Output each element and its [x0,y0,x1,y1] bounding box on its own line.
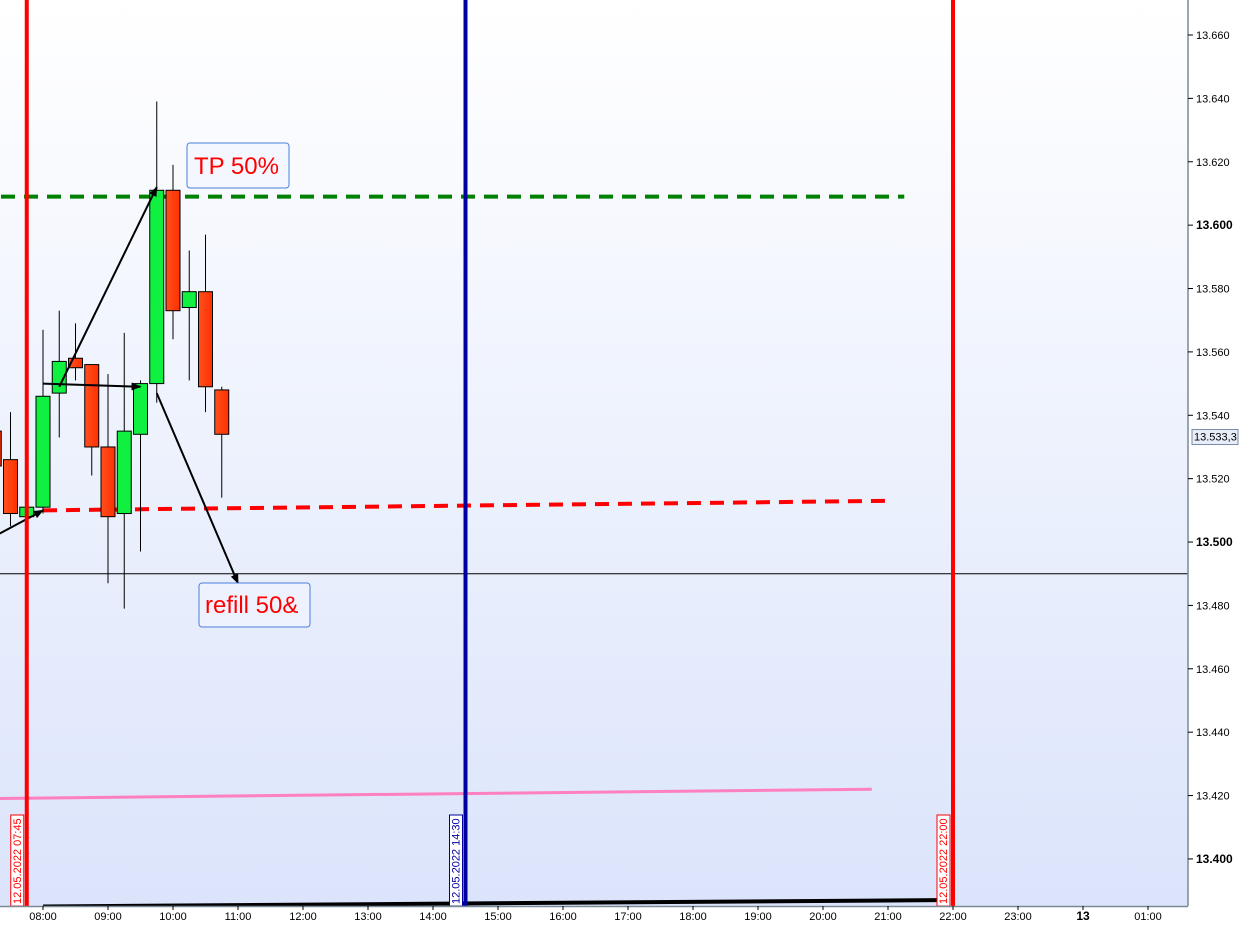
current-price-label: 13.533,3 [1191,429,1239,446]
candle-body [35,395,51,508]
x-tick-label: 11:00 [225,911,252,923]
y-tick-label: 13.420 [1196,791,1230,803]
x-tick-label: 21:00 [874,911,902,923]
annotation-refill[interactable]: refill 50& [198,582,311,628]
trend-line-2[interactable] [0,787,872,800]
candle-0900[interactable] [100,374,116,584]
candle-body [133,383,148,435]
vertical-line-label: 12.05.2022 14:30 [451,818,463,904]
candle-1015[interactable] [181,250,197,381]
x-tick-label: 09:00 [94,911,122,923]
candle-body [149,189,165,385]
y-tick-label: 13.560 [1196,347,1230,359]
y-tick-label: 13.460 [1196,664,1230,676]
x-tick-label: 20:00 [809,911,837,923]
candle-body [84,364,100,448]
arrow-1[interactable] [58,186,158,388]
arrow-3[interactable] [155,392,239,585]
candle-0730[interactable] [3,412,18,527]
x-tick-label: 12:00 [289,911,317,923]
x-tick-label: 19:00 [744,911,772,923]
x-tick-label: 23:00 [1004,911,1032,923]
candle-body [165,189,181,312]
x-tick-label: 16:00 [549,911,577,923]
candle-0800[interactable] [35,329,51,514]
annotation-tp-text: TP 50% [194,153,279,180]
y-tick-label: 13.520 [1196,474,1230,486]
candle-1030[interactable] [198,234,213,413]
arrow-0[interactable] [0,509,44,545]
vertical-line-label: 12.05.2022 07:45 [12,818,24,904]
candle-0945[interactable] [149,101,165,403]
y-tick-label: 13.580 [1196,284,1230,296]
candle-1045[interactable] [214,386,230,498]
trend-line-3[interactable] [42,898,937,909]
y-tick-label: 13.660 [1196,30,1230,42]
time-axis[interactable] [0,906,1188,925]
candle-body [3,459,18,515]
x-tick-label: 08:00 [29,911,57,923]
y-tick-label: 13.540 [1196,410,1230,422]
arrow-2[interactable] [42,382,142,391]
y-tick-label: 13.400 [1196,852,1233,866]
price-axis[interactable] [1188,0,1240,925]
y-tick-label: 13.480 [1196,600,1230,612]
x-tick-label: 13 [1076,909,1090,923]
y-tick-label: 13.620 [1196,157,1230,169]
candle-0915[interactable] [116,332,132,609]
plot-area[interactable] [0,0,1188,906]
annotation-refill-text: refill 50& [205,592,298,619]
x-tick-label: 15:00 [484,911,512,923]
candle-body [198,291,213,388]
x-tick-label: 13:00 [354,911,382,923]
y-tick-label: 13.600 [1196,218,1233,232]
x-tick-label: 18:00 [679,911,707,923]
x-tick-label: 10:00 [159,911,187,923]
candle-body [214,389,230,435]
x-tick-label: 01:00 [1134,911,1162,923]
y-tick-label: 13.440 [1196,727,1230,739]
candle-0715[interactable] [0,415,2,478]
x-tick-label: 22:00 [939,911,967,923]
x-tick-label: 17:00 [614,911,642,923]
x-tick-label: 14:00 [419,911,447,923]
candle-body [116,430,132,515]
vertical-line-label: 12.05.2022 22:00 [938,818,950,904]
candle-body [68,357,83,369]
y-tick-label: 13.500 [1196,535,1233,549]
candle-body [0,430,2,467]
candle-body [100,446,116,518]
annotation-tp[interactable]: TP 50% [186,142,290,189]
y-tick-label: 13.640 [1196,93,1230,105]
candle-body [181,291,197,309]
candle-1000[interactable] [165,164,181,340]
current-price-text: 13.533,3 [1194,432,1237,444]
